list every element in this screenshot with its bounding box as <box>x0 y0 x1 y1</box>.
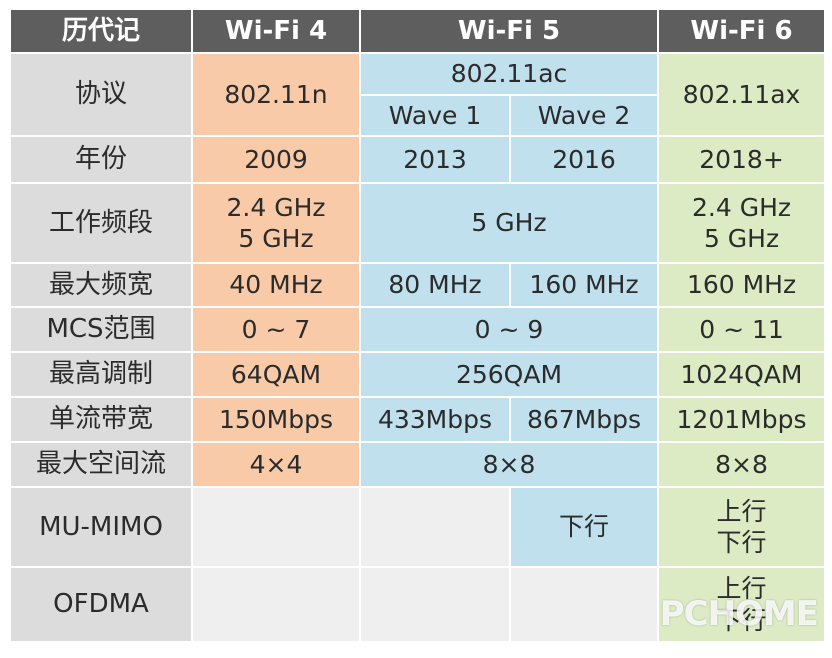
wifi6-ofdma-line2: 下行 <box>716 605 767 635</box>
wifi5-wave1-stream-bandwidth: 433Mbps <box>359 396 511 443</box>
header-wifi5: Wi-Fi 5 <box>358 8 660 54</box>
row-mcs: MCS范围 0 ~ 7 0 ~ 9 0 ~ 11 <box>9 306 827 353</box>
row-year: 年份 2009 2013 2016 2018+ <box>9 135 827 184</box>
wifi5-wave2-ofdma-empty <box>508 566 660 643</box>
wifi4-band-line1: 2.4 GHz <box>226 192 326 222</box>
row-protocol-waves: Wave 1 Wave 2 <box>10 94 825 137</box>
row-stream-bandwidth: 单流带宽 150Mbps 433Mbps 867Mbps 1201Mbps <box>9 396 827 443</box>
wifi6-mu-mimo: 上行 下行 <box>657 486 827 568</box>
label-band: 工作频段 <box>9 182 193 264</box>
wifi6-mu-mimo-line1: 上行 <box>716 496 767 526</box>
wifi5-wave1-mu-mimo-empty <box>359 486 511 568</box>
wifi5-wave1-bandwidth: 80 MHz <box>359 262 511 308</box>
wifi6-spatial-streams: 8×8 <box>657 441 827 488</box>
label-mcs: MCS范围 <box>9 306 193 353</box>
label-bandwidth: 最大频宽 <box>9 262 193 308</box>
wifi6-ofdma: 上行 下行 <box>657 566 827 643</box>
wifi6-mu-mimo-line2: 下行 <box>716 528 767 557</box>
header-wifi4: Wi-Fi 4 <box>191 8 361 54</box>
wifi4-spatial-streams: 4×4 <box>191 441 361 488</box>
label-spatial-streams: 最大空间流 <box>9 441 193 488</box>
row-band: 工作频段 2.4 GHz 5 GHz 5 GHz 2.4 GHz 5 GHz <box>9 182 827 264</box>
wifi4-bandwidth: 40 MHz <box>191 262 361 308</box>
wifi5-wave2: Wave 2 <box>508 94 660 137</box>
row-modulation: 最高调制 64QAM 256QAM 1024QAM <box>9 351 827 398</box>
header-wifi6: Wi-Fi 6 <box>657 8 827 54</box>
row-bandwidth: 最大频宽 40 MHz 80 MHz 160 MHz 160 MHz <box>9 262 827 308</box>
wifi4-mu-mimo-empty <box>191 486 361 568</box>
wifi5-mcs: 0 ~ 9 <box>358 306 660 353</box>
wifi-comparison-table: 历代记 Wi-Fi 4 Wi-Fi 5 Wi-Fi 6 协议 802.11n 8… <box>9 8 827 643</box>
wifi5-protocol: 802.11ac <box>358 52 660 96</box>
wifi6-bandwidth: 160 MHz <box>657 262 827 308</box>
wifi6-ofdma-line1: 上行 <box>716 574 767 604</box>
wifi4-protocol: 802.11n <box>191 52 361 137</box>
wifi6-protocol: 802.11ax <box>657 52 827 137</box>
wifi5-wave2-mu-mimo: 下行 <box>508 486 660 568</box>
wifi6-band: 2.4 GHz 5 GHz <box>657 182 827 264</box>
wifi5-wave1: Wave 1 <box>359 94 511 137</box>
wifi6-stream-bandwidth: 1201Mbps <box>657 396 827 443</box>
row-spatial-streams: 最大空间流 4×4 8×8 8×8 <box>9 441 827 488</box>
label-protocol: 协议 <box>9 52 193 137</box>
wifi5-wave2-stream-bandwidth: 867Mbps <box>508 396 660 443</box>
wifi5-wave2-year: 2016 <box>508 135 660 184</box>
wifi5-wave2-bandwidth: 160 MHz <box>508 262 660 308</box>
wifi4-mcs: 0 ~ 7 <box>191 306 361 353</box>
wifi6-year: 2018+ <box>657 135 827 184</box>
row-mu-mimo: MU-MIMO 下行 上行 下行 <box>9 486 827 568</box>
wifi5-modulation: 256QAM <box>358 351 660 398</box>
row-protocol: 协议 802.11n 802.11ac 802.11ax <box>9 52 827 137</box>
wifi6-modulation: 1024QAM <box>657 351 827 398</box>
wifi6-band-line1: 2.4 GHz <box>692 192 792 222</box>
label-modulation: 最高调制 <box>9 351 193 398</box>
wifi5-wave1-year: 2013 <box>359 135 511 184</box>
wifi5-band: 5 GHz <box>358 182 660 264</box>
wifi4-band: 2.4 GHz 5 GHz <box>191 182 361 264</box>
wifi4-year: 2009 <box>191 135 361 184</box>
wifi6-band-line2: 5 GHz <box>703 224 780 253</box>
row-ofdma: OFDMA 上行 下行 <box>9 566 827 643</box>
wifi5-spatial-streams: 8×8 <box>358 441 660 488</box>
pchome-watermark: PCHOME <box>659 594 819 634</box>
label-stream-bandwidth: 单流带宽 <box>9 396 193 443</box>
header-corner: 历代记 <box>9 8 193 54</box>
wifi4-stream-bandwidth: 150Mbps <box>191 396 361 443</box>
wifi4-band-line2: 5 GHz <box>238 224 314 253</box>
wifi-comparison-table-container: 历代记 Wi-Fi 4 Wi-Fi 5 Wi-Fi 6 协议 802.11n 8… <box>9 8 827 654</box>
wifi5-wave1-ofdma-empty <box>359 566 511 643</box>
label-mu-mimo: MU-MIMO <box>9 486 193 568</box>
header-row: 历代记 Wi-Fi 4 Wi-Fi 5 Wi-Fi 6 <box>9 8 827 54</box>
wifi6-mcs: 0 ~ 11 <box>657 306 827 353</box>
wifi4-modulation: 64QAM <box>191 351 361 398</box>
label-ofdma: OFDMA <box>9 566 193 643</box>
label-year: 年份 <box>9 135 193 184</box>
wifi4-ofdma-empty <box>191 566 361 643</box>
